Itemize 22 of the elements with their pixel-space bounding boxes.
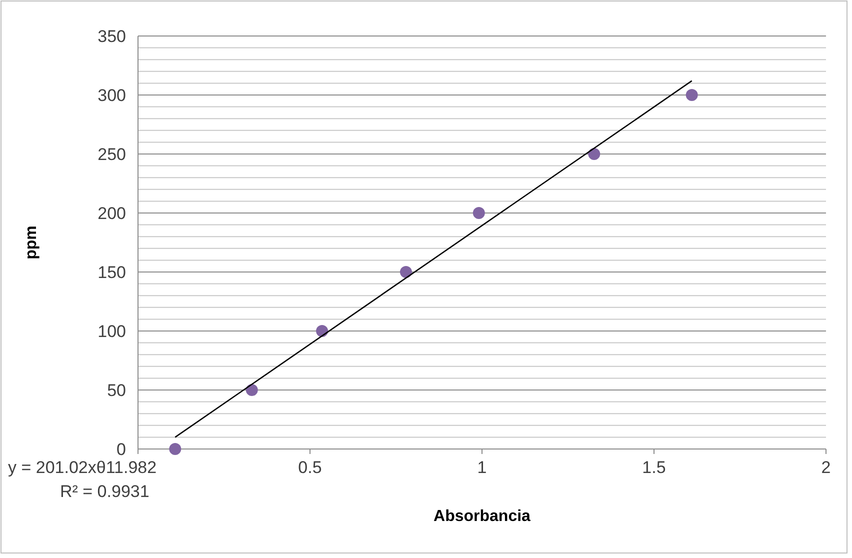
x-tick-label: 1.5 [642,458,666,477]
x-tick-label: 2 [821,458,831,477]
text: R² = 0.9931 [60,482,150,501]
text: y = 201.02xθ11.982 [8,458,157,477]
y-tick-label: 50 [107,381,126,400]
y-tick-label: 350 [98,27,126,46]
point [588,148,600,160]
y-tick-label: 250 [98,145,126,164]
point [169,443,182,455]
point [686,89,698,101]
y-axis-title: ppm [23,226,40,260]
point [400,266,412,278]
x-axis-title: Absorbancia [434,508,531,525]
y-tick-label: 100 [98,322,126,341]
point [472,207,485,219]
x-tick-label: 0.5 [298,458,322,477]
y-tick-label: 0 [116,440,126,459]
y-tick-label: 200 [98,204,126,223]
y-tick-label: 150 [98,263,126,282]
x-tick-label: 1 [477,458,487,477]
y-tick-label: 300 [98,86,126,105]
point [246,384,258,396]
